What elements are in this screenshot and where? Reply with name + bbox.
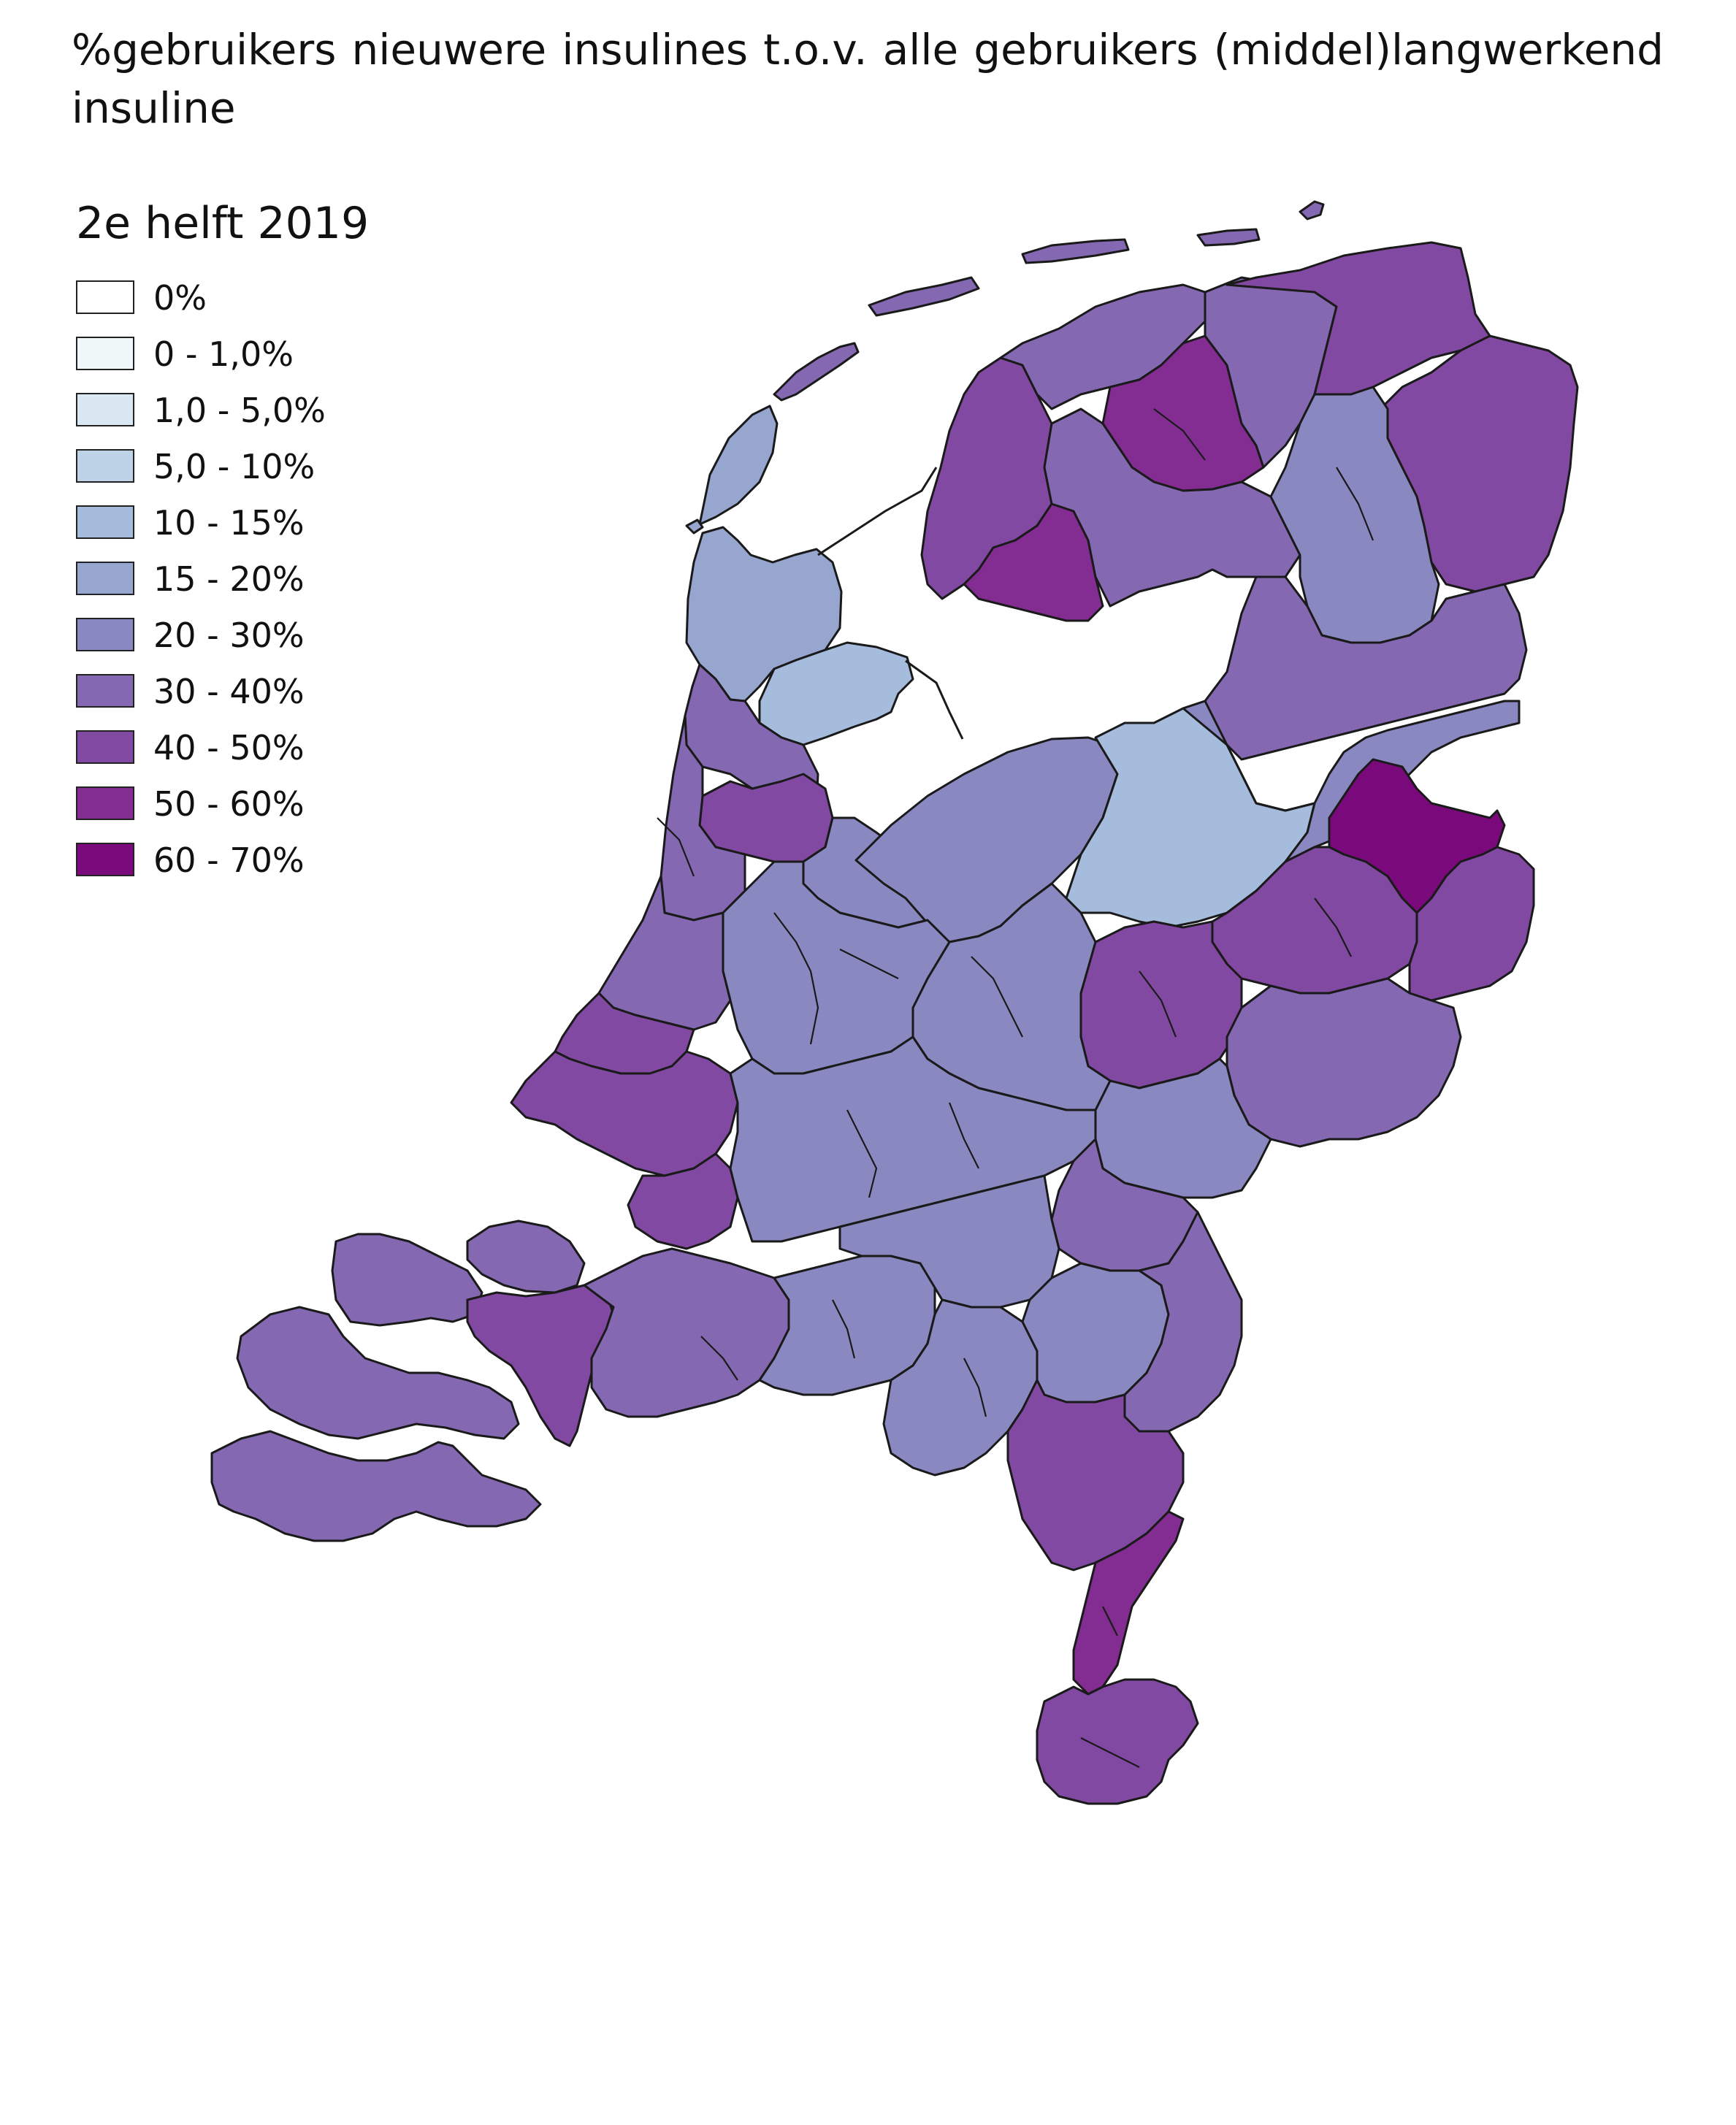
legend-swatch bbox=[76, 449, 134, 483]
region-limburg-midden bbox=[1072, 1510, 1185, 1696]
region-den-bosch bbox=[838, 1174, 1060, 1309]
municipal-border bbox=[1314, 897, 1352, 957]
legend-item: 5,0 - 10% bbox=[76, 447, 383, 493]
legend-item: 50 - 60% bbox=[76, 784, 383, 830]
wadden-island bbox=[868, 276, 980, 317]
legend-item: 10 - 15% bbox=[76, 503, 383, 549]
map-title: %gebruikers nieuwere insulines t.o.v. al… bbox=[72, 25, 1664, 133]
legend-item: 20 - 30% bbox=[76, 616, 383, 662]
region-breda bbox=[583, 1247, 790, 1418]
legend-swatch bbox=[76, 843, 134, 876]
legend-item: 30 - 40% bbox=[76, 672, 383, 718]
legend-item: 40 - 50% bbox=[76, 728, 383, 774]
legend-label: 15 - 20% bbox=[153, 559, 305, 599]
legend-swatch bbox=[76, 505, 134, 539]
region-zeeland-midden bbox=[331, 1233, 483, 1327]
municipal-border bbox=[1080, 1737, 1140, 1768]
municipal-border bbox=[1153, 408, 1206, 461]
legend-label: 30 - 40% bbox=[153, 672, 305, 711]
region-drechtsteden bbox=[627, 1152, 739, 1250]
legend-item: 15 - 20% bbox=[76, 559, 383, 605]
municipal-border bbox=[657, 817, 695, 877]
region-rotterdam bbox=[510, 1050, 739, 1177]
legend-label: 20 - 30% bbox=[153, 616, 305, 655]
houtribdijk bbox=[905, 659, 964, 740]
municipal-border bbox=[971, 956, 1023, 1038]
legend-label: 50 - 60% bbox=[153, 784, 305, 824]
legend-swatch bbox=[76, 674, 134, 708]
legend-label: 60 - 70% bbox=[153, 841, 305, 880]
legend-label: 1,0 - 5,0% bbox=[153, 391, 326, 430]
municipal-border bbox=[700, 1336, 738, 1381]
region-roermond bbox=[1006, 1379, 1185, 1571]
region-venlo bbox=[1123, 1211, 1243, 1433]
municipal-border bbox=[963, 1358, 987, 1417]
wadden-island bbox=[1196, 228, 1261, 247]
municipal-border bbox=[948, 1102, 979, 1169]
region-borders bbox=[657, 408, 1374, 1768]
municipal-border bbox=[832, 1299, 856, 1359]
region-zwolle bbox=[1182, 700, 1521, 863]
legend-swatch bbox=[76, 786, 134, 820]
afsluitdijk bbox=[817, 467, 938, 556]
region-zeeland-noord bbox=[466, 1220, 586, 1294]
wadden-island bbox=[773, 342, 860, 402]
legend-label: 10 - 15% bbox=[153, 503, 305, 543]
region-twente-zuid bbox=[1408, 846, 1535, 1002]
legend-item: 60 - 70% bbox=[76, 841, 383, 887]
legend-label: 40 - 50% bbox=[153, 728, 305, 767]
legend-label: 0 - 1,0% bbox=[153, 334, 294, 374]
region-achterhoek bbox=[1225, 977, 1462, 1148]
region-texel bbox=[698, 405, 779, 526]
legend-swatch bbox=[76, 562, 134, 595]
wadden-island bbox=[685, 518, 704, 535]
legend-swatch bbox=[76, 280, 134, 314]
legend-title: 2e helft 2019 bbox=[76, 198, 370, 249]
municipal-border bbox=[1102, 1606, 1118, 1636]
legend-swatch bbox=[76, 337, 134, 370]
region-zeeland-midden bbox=[236, 1306, 520, 1440]
map-regions bbox=[210, 200, 1579, 1805]
municipal-border bbox=[1336, 467, 1374, 541]
municipal-border bbox=[846, 1109, 878, 1198]
region-zeeuws-vlaanderen bbox=[210, 1430, 542, 1542]
wadden-island bbox=[1299, 200, 1325, 221]
region-leiden bbox=[597, 875, 732, 1031]
legend-label: 0% bbox=[153, 278, 207, 318]
legend-swatch bbox=[76, 618, 134, 651]
legend-item: 0 - 1,0% bbox=[76, 334, 383, 380]
municipal-border bbox=[839, 949, 899, 979]
municipal-border bbox=[1139, 970, 1177, 1038]
legend-item: 0% bbox=[76, 278, 383, 324]
legend-swatch bbox=[76, 730, 134, 764]
legend-item: 1,0 - 5,0% bbox=[76, 391, 383, 437]
wadden-island bbox=[1021, 238, 1130, 264]
municipal-border bbox=[773, 912, 819, 1045]
region-groningen bbox=[1225, 241, 1491, 396]
legend-label: 5,0 - 10% bbox=[153, 447, 316, 486]
legend-swatch bbox=[76, 393, 134, 426]
region-bergen-op-zoom bbox=[466, 1284, 615, 1447]
region-zuid-limburg bbox=[1036, 1678, 1199, 1805]
